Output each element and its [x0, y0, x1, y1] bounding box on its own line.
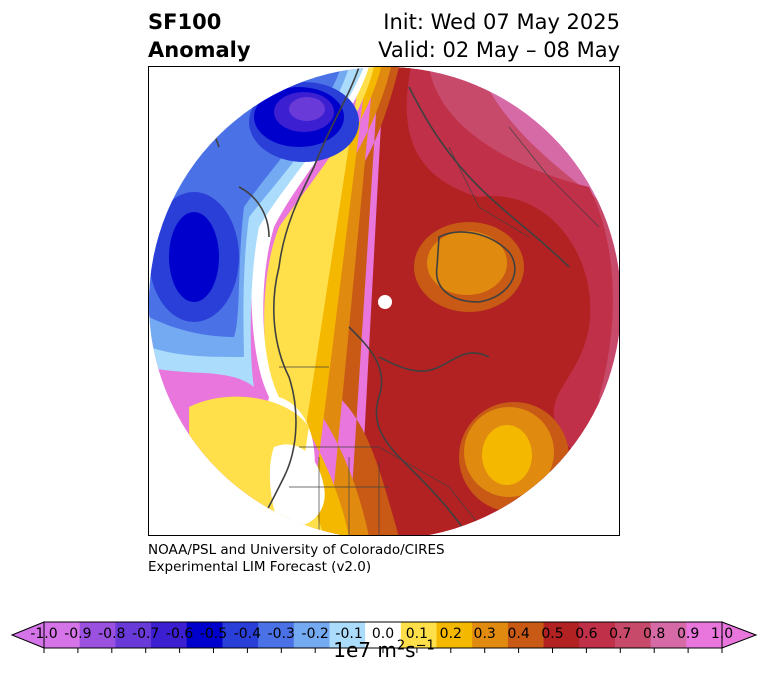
colorbar-cell: [79, 622, 116, 648]
colorbar-tick-label: -0.2: [301, 626, 329, 642]
credit-line-2: Experimental LIM Forecast (v2.0): [148, 559, 372, 575]
colorbar-tick-label: 0.3: [473, 626, 496, 642]
colorbar-cell: [543, 622, 580, 648]
anomaly-fill-03-east: [427, 231, 507, 295]
colorbar-tick-label: 0.1: [405, 626, 429, 642]
colorbar-tick-label: 0.6: [575, 626, 598, 642]
unit-mid: s: [405, 638, 416, 662]
colorbar-cell: [258, 622, 295, 648]
anomaly-fill-02-south: [482, 425, 532, 485]
credit-line-1: NOAA/PSL and University of Colorado/CIRE…: [148, 542, 445, 558]
variable-name: SF100: [148, 10, 222, 34]
colorbar-cell: [650, 622, 687, 648]
colorbar-tick-label: 0.7: [609, 626, 632, 642]
colorbar-tick-label: 0.8: [643, 626, 666, 642]
colorbar-cell: [186, 622, 223, 648]
colorbar-cell: [222, 622, 259, 648]
pole-marker: [378, 295, 392, 309]
anomaly-fill-02: [274, 67, 381, 535]
political-borders: [279, 126, 600, 535]
anomaly-fill-neg08: [289, 97, 325, 121]
colorbar-tick-label: -0.3: [267, 626, 295, 642]
colorbar-tick-label: -0.9: [64, 626, 92, 642]
plot-title-right: Init: Wed 07 May 2025 Valid: 02 May – 08…: [378, 8, 620, 64]
colorbar-cell: [115, 622, 152, 648]
anomaly-fill-neg06-west: [169, 212, 219, 302]
colorbar-tick-label: -0.4: [233, 626, 262, 642]
colorbar-ticks: -1.0 -0.9 -0.8 -0.7 -0.6 -0.5 -0.4 -0.3 -0.2 -0.1…: [0, 626, 768, 644]
anomaly-fill-03: [294, 67, 391, 535]
credit-text: NOAA/PSL and University of Colorado/CIRE…: [148, 542, 445, 576]
colorbar-tick-label: 1.0: [710, 626, 734, 642]
colorbar-cell: [436, 622, 473, 648]
colorbar-cell: [329, 622, 366, 648]
colorbar-tick-label: -0.7: [132, 626, 160, 642]
colorbar-tick-label: -1.0: [30, 626, 58, 642]
anomaly-fill-04: [318, 67, 399, 535]
colorbar-tick-label: 0.9: [676, 626, 700, 642]
colorbar-tick-label: -0.8: [98, 626, 126, 642]
colorbar-tick-label: 0.4: [507, 626, 530, 642]
colorbar-cell: [44, 622, 81, 648]
colorbar-cell: [400, 622, 438, 648]
valid-range: Valid: 02 May – 08 May: [378, 38, 620, 62]
colorbar-tick-label: -0.1: [335, 626, 363, 642]
colorbar: [10, 621, 758, 653]
unit-exp-1: 2: [396, 638, 406, 654]
field-type: Anomaly: [148, 38, 251, 62]
colorbar-cell: [365, 622, 402, 648]
unit-base: 1e7 m: [333, 638, 397, 662]
colorbar-cell: [151, 622, 188, 648]
colorbar-tick-label: 0.0: [371, 626, 395, 642]
colorbar-tick-label: 0.5: [541, 626, 564, 642]
unit-exp-2: −1: [415, 638, 435, 654]
map-panel: [148, 66, 620, 536]
colorbar-cell: [579, 622, 616, 648]
colorbar-cell: [472, 622, 509, 648]
colorbar-tick-label: 0.2: [439, 626, 462, 642]
plot-title-left: SF100 Anomaly: [148, 8, 251, 64]
colorbar-unit-label: 1e7 m2s−1: [0, 638, 768, 662]
colorbar-cell: [293, 622, 330, 648]
colorbar-cell: [686, 622, 723, 648]
init-date: Init: Wed 07 May 2025: [383, 10, 620, 34]
colorbar-cell: [507, 622, 545, 648]
colorbar-cell: [614, 622, 652, 648]
neutral-southwest: [269, 444, 325, 528]
colorbar-tick-label: -0.5: [199, 626, 228, 642]
colorbar-tick-label: -0.6: [165, 626, 194, 642]
polar-map: [149, 67, 619, 535]
